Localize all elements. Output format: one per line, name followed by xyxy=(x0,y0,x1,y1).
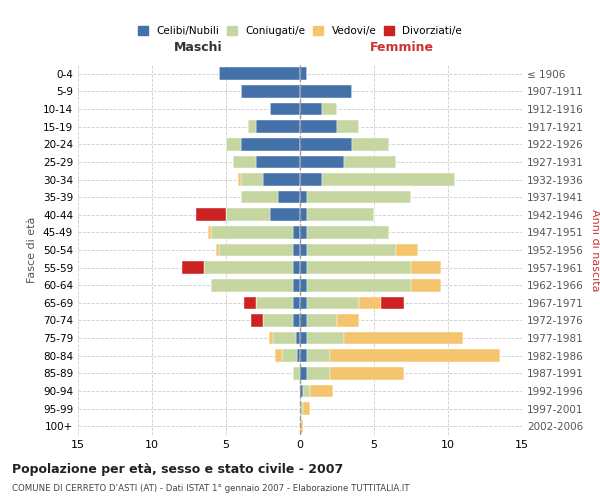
Y-axis label: Anni di nascita: Anni di nascita xyxy=(590,209,600,291)
Bar xyxy=(307,296,359,309)
Bar xyxy=(293,367,300,380)
Bar xyxy=(256,156,300,168)
Bar xyxy=(300,68,307,80)
Bar xyxy=(244,296,256,309)
Bar xyxy=(274,332,296,344)
Bar xyxy=(300,350,307,362)
Bar xyxy=(293,262,300,274)
Bar xyxy=(300,314,307,327)
Bar xyxy=(300,173,322,186)
Bar xyxy=(352,138,389,150)
Bar xyxy=(337,314,359,327)
Bar xyxy=(300,208,307,221)
Bar xyxy=(322,173,455,186)
Bar xyxy=(300,102,322,116)
Bar xyxy=(303,384,310,398)
Bar xyxy=(300,296,307,309)
Bar xyxy=(307,208,374,221)
Bar xyxy=(396,244,418,256)
Bar xyxy=(226,208,271,221)
Bar xyxy=(307,244,396,256)
Bar xyxy=(251,314,263,327)
Bar xyxy=(307,367,329,380)
Bar xyxy=(300,367,307,380)
Legend: Celibi/Nubili, Coniugati/e, Vedovi/e, Divorziati/e: Celibi/Nubili, Coniugati/e, Vedovi/e, Di… xyxy=(134,22,466,40)
Bar xyxy=(300,156,344,168)
Bar xyxy=(307,332,344,344)
Bar xyxy=(293,279,300,291)
Bar xyxy=(300,120,337,133)
Bar xyxy=(215,244,218,256)
Bar xyxy=(329,367,404,380)
Text: Femmine: Femmine xyxy=(370,41,434,54)
Bar xyxy=(218,68,300,80)
Bar xyxy=(359,296,382,309)
Bar xyxy=(293,244,300,256)
Bar xyxy=(241,173,263,186)
Bar xyxy=(307,350,329,362)
Bar xyxy=(300,191,307,203)
Text: COMUNE DI CERRETO D'ASTI (AT) - Dati ISTAT 1° gennaio 2007 - Elaborazione TUTTIT: COMUNE DI CERRETO D'ASTI (AT) - Dati IST… xyxy=(12,484,409,493)
Bar xyxy=(300,279,307,291)
Bar xyxy=(300,244,307,256)
Bar xyxy=(278,191,300,203)
Bar xyxy=(411,279,440,291)
Bar xyxy=(307,226,389,238)
Bar xyxy=(211,279,293,291)
Bar xyxy=(196,208,226,221)
Bar xyxy=(233,156,256,168)
Bar xyxy=(329,350,500,362)
Bar xyxy=(263,314,293,327)
Bar xyxy=(241,191,278,203)
Bar xyxy=(337,120,359,133)
Bar xyxy=(300,85,352,98)
Bar xyxy=(241,138,300,150)
Bar xyxy=(208,226,211,238)
Y-axis label: Fasce di età: Fasce di età xyxy=(28,217,37,283)
Bar xyxy=(300,332,307,344)
Bar xyxy=(241,85,300,98)
Bar xyxy=(248,120,256,133)
Bar xyxy=(300,262,307,274)
Bar xyxy=(344,156,396,168)
Bar xyxy=(411,262,440,274)
Bar xyxy=(307,279,411,291)
Bar xyxy=(256,296,293,309)
Bar xyxy=(300,226,307,238)
Bar xyxy=(382,296,404,309)
Bar xyxy=(182,262,204,274)
Bar xyxy=(256,120,300,133)
Bar xyxy=(344,332,463,344)
Bar xyxy=(271,208,300,221)
Bar xyxy=(303,402,310,415)
Bar xyxy=(282,350,297,362)
Bar xyxy=(271,102,300,116)
Bar xyxy=(226,138,241,150)
Bar xyxy=(269,332,274,344)
Bar xyxy=(204,262,293,274)
Bar xyxy=(293,296,300,309)
Bar xyxy=(300,420,303,432)
Text: Maschi: Maschi xyxy=(173,41,222,54)
Bar xyxy=(300,402,303,415)
Bar xyxy=(310,384,332,398)
Bar xyxy=(307,191,411,203)
Bar xyxy=(293,314,300,327)
Bar xyxy=(238,173,241,186)
Bar xyxy=(263,173,300,186)
Bar xyxy=(293,226,300,238)
Bar xyxy=(296,332,300,344)
Bar xyxy=(300,384,303,398)
Bar xyxy=(218,244,293,256)
Bar xyxy=(300,138,352,150)
Bar xyxy=(297,350,300,362)
Bar xyxy=(211,226,293,238)
Text: Popolazione per età, sesso e stato civile - 2007: Popolazione per età, sesso e stato civil… xyxy=(12,462,343,475)
Bar xyxy=(307,314,337,327)
Bar xyxy=(322,102,337,116)
Bar xyxy=(275,350,282,362)
Bar xyxy=(307,262,411,274)
